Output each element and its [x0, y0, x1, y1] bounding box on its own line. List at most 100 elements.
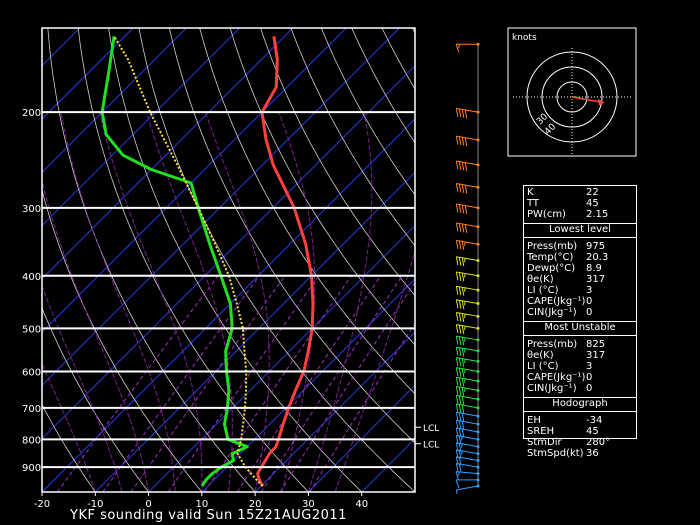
- wind-barb-dot: [476, 397, 480, 401]
- wind-barb-dot: [476, 388, 480, 392]
- wind-barb-dot: [476, 379, 480, 383]
- dewpoint-profile: [100, 36, 249, 487]
- dry-adiabat-line: [229, 28, 415, 346]
- wind-barb-flag: [455, 160, 459, 170]
- mixing-ratio-line: [130, 275, 286, 492]
- wind-barb-flag: [461, 204, 465, 214]
- hodograph-units-label: knots: [512, 33, 537, 43]
- index-value: 280°: [586, 437, 611, 448]
- wind-barb-flag: [455, 108, 459, 117]
- wind-barb-flag: [455, 136, 459, 145]
- wind-barb-dot: [476, 259, 480, 263]
- most-unstable-header: Most Unstable: [524, 321, 636, 336]
- wind-barb-flag: [461, 241, 465, 250]
- index-row: Temp(°C) 20.3: [524, 252, 636, 263]
- wind-barb-flag: [455, 203, 459, 213]
- wind-barb: [455, 435, 480, 445]
- dry-adiabat-line: [77, 28, 309, 492]
- wind-barb: [455, 478, 480, 489]
- wind-barb-dot: [476, 42, 480, 46]
- index-label: TT: [527, 198, 540, 209]
- wind-barb-shaft: [456, 386, 479, 391]
- pressure-tick-label: 500: [22, 324, 41, 335]
- wind-barb-shaft: [456, 312, 479, 317]
- index-value: 317: [586, 350, 606, 361]
- index-value: 8.9: [586, 263, 602, 274]
- indices-panel: K 22 TT 45 PW(cm) 2.15 Lowest level Press(mb)…: [523, 185, 637, 459]
- wind-barb-half: [464, 378, 466, 383]
- wind-barb-flag: [461, 348, 465, 357]
- wind-barb-flag: [461, 137, 465, 146]
- hodograph-frame: [507, 27, 637, 157]
- wind-barb-half: [464, 387, 466, 393]
- wind-barb-flag: [455, 44, 460, 53]
- wind-barb-shaft: [456, 456, 479, 461]
- wind-barb-flag: [461, 368, 465, 378]
- indices-hodograph-section: EH -34 SREH 45 StmDir 280° StmSpd(kt) 36: [524, 414, 636, 460]
- isotherm-line: [42, 118, 415, 492]
- wind-barb-half: [461, 450, 463, 455]
- wind-barb-shaft: [456, 346, 479, 352]
- wind-barb-flag: [455, 357, 459, 367]
- wind-barb-shaft: [456, 299, 479, 305]
- wind-barb-flag: [458, 312, 462, 322]
- index-row: CAPE(Jkg⁻¹) 0: [524, 372, 636, 383]
- wind-barb-shaft: [456, 183, 479, 188]
- wind-barb-dot: [476, 465, 480, 469]
- index-label: StmSpd(kt): [527, 448, 584, 459]
- wind-barb-dot: [476, 302, 480, 306]
- wind-barb-flag: [455, 395, 459, 404]
- wind-barb-flag: [464, 224, 468, 233]
- wind-barb: [455, 386, 480, 397]
- wind-barb: [455, 107, 480, 119]
- wind-barb-dot: [476, 326, 480, 330]
- wind-barb: [455, 442, 480, 452]
- index-value: 22: [586, 187, 599, 198]
- wind-barb-shaft: [456, 107, 479, 113]
- wind-barb-flag: [455, 386, 459, 396]
- moist-adiabat-line: [334, 248, 415, 492]
- wind-barb-flag: [455, 324, 459, 334]
- wind-barb-flag: [461, 404, 465, 414]
- dry-adiabat-line: [47, 28, 256, 492]
- wind-barb-half: [455, 489, 458, 494]
- isotherm-line: [42, 28, 187, 173]
- wind-barb-flag: [455, 346, 459, 356]
- wind-barb: [455, 256, 480, 267]
- isotherm-line: [0, 28, 26, 492]
- wind-barb-shaft: [456, 449, 479, 455]
- wind-barb-flag: [458, 428, 462, 438]
- wind-barb-flag: [461, 272, 465, 282]
- wind-barb-flag: [461, 161, 465, 171]
- wind-barb: [455, 335, 480, 346]
- wind-barb-flag: [455, 183, 459, 193]
- wind-barb: [455, 203, 480, 215]
- moist-adiabat-line: [42, 284, 123, 492]
- wind-barb-shaft: [456, 394, 479, 400]
- wind-barb-shaft: [456, 419, 479, 425]
- index-value: 975: [586, 241, 606, 252]
- isotherm-line: [42, 28, 347, 333]
- isotherm-line: [308, 384, 415, 492]
- wind-barb-flag: [455, 420, 459, 429]
- storm-motion-arrowhead: [597, 98, 604, 106]
- wind-barb: [455, 462, 480, 473]
- index-value: 45: [586, 198, 599, 209]
- wind-barb-flag: [461, 223, 465, 233]
- wind-barb-half: [464, 326, 466, 331]
- indices-lowest-section: Press(mb) 975 Temp(°C) 20.3 Dewp(°C) 8.9 θe(K)…: [524, 240, 636, 319]
- wind-barb-flag: [455, 256, 459, 266]
- index-value: -34: [586, 415, 603, 426]
- wind-barb-dot: [476, 369, 480, 373]
- wind-barb-flag: [455, 377, 459, 386]
- dry-adiabat-line: [108, 28, 362, 492]
- temperature-tick-label: 10: [195, 499, 208, 510]
- wind-barb-dot: [476, 437, 480, 441]
- wind-barb-flag: [461, 337, 465, 346]
- index-value: 0: [586, 372, 593, 383]
- wind-barb-flag: [458, 136, 462, 146]
- wind-barb-flag: [461, 421, 465, 430]
- indices-top-section: K 22 TT 45 PW(cm) 2.15: [524, 186, 636, 221]
- wind-barb-flag: [461, 428, 465, 438]
- index-row: PW(cm) 2.15: [524, 209, 636, 220]
